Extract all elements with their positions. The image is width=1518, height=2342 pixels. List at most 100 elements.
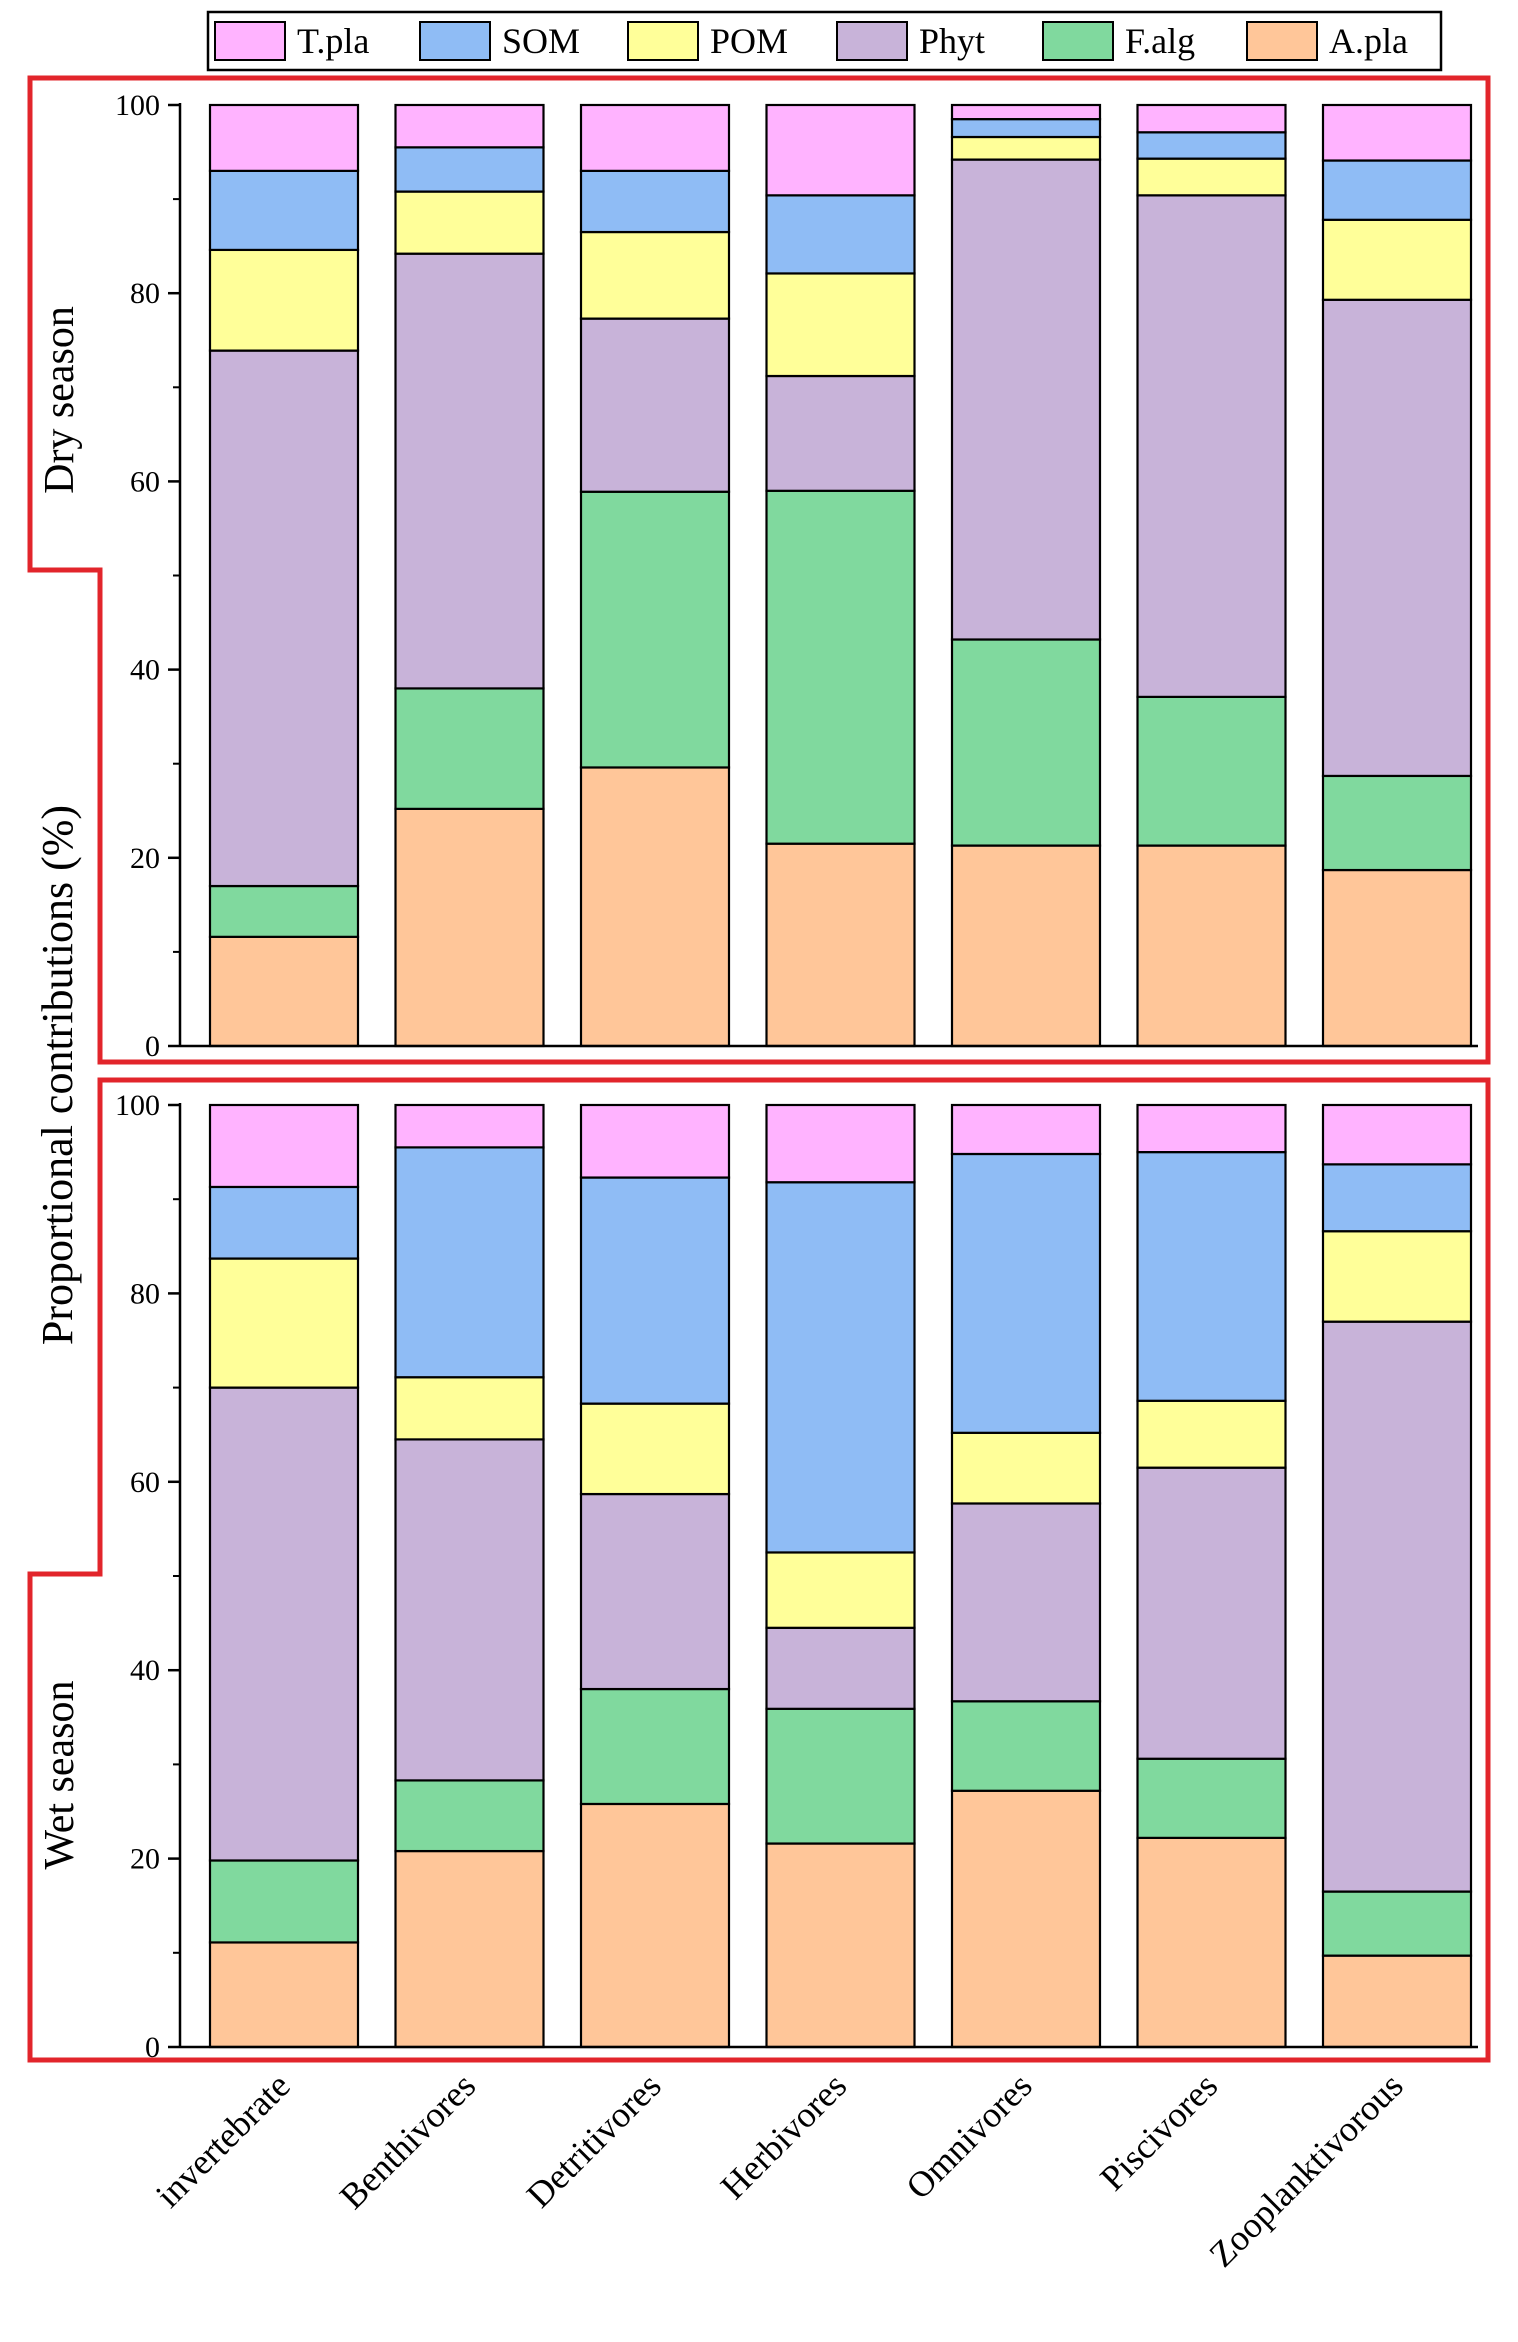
x-tick-label: Omnivores: [898, 2065, 1039, 2206]
wet-season-highlight-outline: [27, 1077, 1491, 2063]
bar-segment: [950, 1789, 1102, 2049]
bar-segment: [394, 190, 545, 255]
panel-1: 0 20 40 60 80 100 Wet season: [37, 1089, 1478, 2064]
bar-segment: [1136, 1399, 1287, 1469]
legend-label: A.pla: [1329, 21, 1408, 61]
bar-segment: [394, 687, 545, 810]
legend-swatch: [836, 21, 908, 61]
bar-segment: [394, 807, 545, 1048]
bar-segment: [579, 1103, 731, 1179]
y-axis-title: Proportional contributions (%): [33, 805, 82, 1345]
bar-segment: [1136, 1757, 1287, 1839]
bar-segment: [208, 884, 360, 938]
bar-segment: [1321, 218, 1473, 301]
bar-segment: [208, 349, 360, 888]
bar-segment: [1321, 1163, 1473, 1233]
bar-segment: [1321, 1320, 1473, 1893]
bar-segment: [1136, 131, 1287, 160]
bar-segment: [1321, 868, 1473, 1048]
legend-label: F.alg: [1125, 21, 1195, 61]
bar-segment: [394, 1438, 545, 1782]
bar-segment: [765, 1551, 916, 1629]
bar-segment: [950, 158, 1102, 641]
legend-box: [206, 10, 1443, 72]
bar-segment: [950, 844, 1102, 1048]
bar-segment: [950, 638, 1102, 847]
bar-segment: [208, 1941, 360, 2049]
bar-segment: [1136, 1466, 1287, 1760]
x-tick-label: Benthivores: [332, 2065, 483, 2216]
bar-segment: [208, 248, 360, 352]
bar-segment: [950, 1103, 1102, 1156]
bar-segment: [579, 230, 731, 320]
bar-segment: [765, 194, 916, 275]
y-tick-label: 80: [130, 1277, 160, 1310]
bar-segment: [579, 766, 731, 1048]
panel-label: Wet season: [37, 1680, 83, 1869]
y-tick-label: 0: [145, 1030, 160, 1063]
panels-layer: 0 20 40 60 80 100 Dry season 0 20 40 60 80 100 Wet se…: [37, 89, 1478, 2064]
bar-segment: [950, 1431, 1102, 1505]
bar-segment: [208, 1257, 360, 1389]
y-tick-label: 20: [130, 842, 160, 875]
legend: T.pla SOM POM Phyt F.alg A.pla: [206, 10, 1443, 72]
y-tick-label: 100: [115, 89, 160, 122]
y-tick-label: 80: [130, 277, 160, 310]
bar-segment: [765, 842, 916, 1048]
bar-segment: [208, 935, 360, 1048]
y-tick-label: 40: [130, 1654, 160, 1687]
bar-segment: [950, 103, 1102, 121]
bar-segment: [950, 135, 1102, 161]
legend-swatch: [214, 21, 286, 61]
bar-segment: [1136, 695, 1287, 847]
bar-segment: [765, 1626, 916, 1710]
bar-segment: [394, 1103, 545, 1149]
bar-segment: [208, 1859, 360, 1944]
bar-segment: [1136, 194, 1287, 698]
bar-segment: [394, 1779, 545, 1853]
legend-swatch: [627, 21, 699, 61]
bar-segment: [208, 1386, 360, 1862]
bar-segment: [1321, 1103, 1473, 1166]
y-tick-label: 60: [130, 465, 160, 498]
bar-segment: [950, 118, 1102, 139]
bar-segment: [394, 1849, 545, 2049]
bar-segment: [765, 1103, 916, 1184]
bar-segment: [1136, 157, 1287, 197]
bar-segment: [579, 1687, 731, 1806]
legend-label: Phyt: [919, 21, 985, 61]
bar-segment: [208, 1103, 360, 1189]
x-tick-label: Detritivores: [519, 2065, 669, 2215]
legend-swatch: [1246, 21, 1318, 61]
dry-season-highlight-outline: [27, 75, 1491, 1065]
bar-segment: [1321, 774, 1473, 872]
bar-segment: [1321, 1890, 1473, 1957]
bar-segment: [950, 1502, 1102, 1703]
bar-segment: [765, 1707, 916, 1845]
y-tick-label: 100: [115, 1089, 160, 1122]
bar-segment: [579, 1492, 731, 1691]
highlight-outlines: [27, 75, 1491, 2063]
panel-label: Dry season: [37, 306, 83, 494]
y-tick-label: 0: [145, 2031, 160, 2064]
bar-segment: [765, 272, 916, 378]
bar-segment: [394, 103, 545, 149]
bar-segment: [579, 490, 731, 769]
bar-segment: [1321, 298, 1473, 778]
bar-segment: [579, 1802, 731, 2049]
bar-segment: [1321, 1230, 1473, 1323]
legend-label: SOM: [502, 21, 580, 61]
bar-segment: [1136, 1103, 1287, 1154]
bar-segment: [579, 103, 731, 172]
x-tick-label: Zooplanktivorous: [1201, 2065, 1410, 2274]
bar-segment: [394, 146, 545, 193]
y-tick-label: 20: [130, 1843, 160, 1876]
bar-segment: [1321, 159, 1473, 221]
bar-segment: [1321, 1954, 1473, 2049]
bar-segment: [950, 1700, 1102, 1792]
x-tick-label: Herbivores: [713, 2065, 854, 2206]
bar-segment: [394, 252, 545, 690]
x-tick-label: invertebrate: [148, 2065, 298, 2215]
bar-segment: [208, 103, 360, 172]
